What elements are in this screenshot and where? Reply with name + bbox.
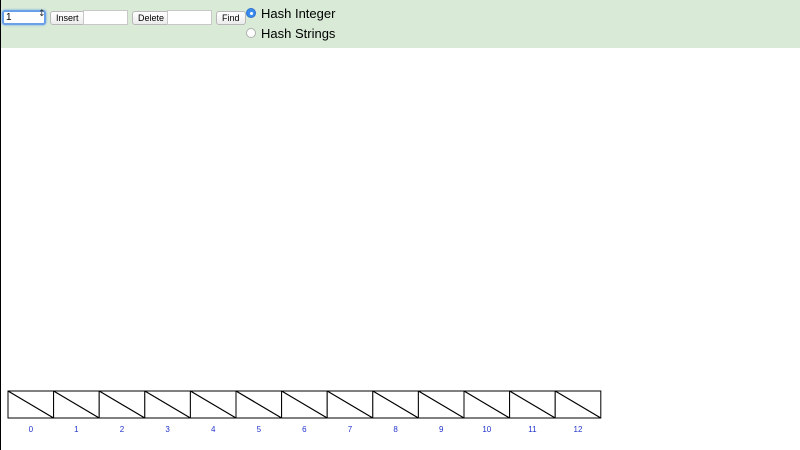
hash-slot-7: 7: [326, 390, 374, 434]
find-button[interactable]: Find: [216, 11, 246, 25]
hash-slot-2: 2: [98, 390, 146, 434]
control-toolbar: ↕ Insert Delete Find Hash Integer Hash S…: [1, 0, 800, 48]
null-pointer-slash: [463, 390, 510, 419]
find-value-input[interactable]: [167, 10, 212, 25]
null-pointer-slash: [7, 390, 54, 419]
hash-slot-0: 0: [7, 390, 55, 434]
null-pointer-slash: [554, 390, 602, 419]
null-pointer-slash: [326, 390, 374, 419]
hash-strings-option[interactable]: Hash Strings: [246, 24, 335, 42]
hash-strings-radio[interactable]: [246, 28, 256, 38]
insert-value-input[interactable]: [2, 10, 46, 25]
hash-slot-9: 9: [417, 390, 465, 434]
null-pointer-slash: [281, 390, 328, 419]
null-pointer-slash: [235, 390, 282, 419]
hash-slot-5: 5: [235, 390, 283, 434]
slot-index-label: 10: [482, 425, 491, 434]
null-pointer-slash: [372, 390, 419, 419]
slot-index-label: 4: [211, 425, 216, 434]
slot-index-label: 11: [528, 425, 537, 434]
slot-index-label: 6: [302, 425, 307, 434]
hash-slot-8: 8: [372, 390, 419, 434]
slot-index-label: 12: [574, 425, 583, 434]
slot-index-label: 8: [393, 425, 398, 434]
hash-table: 0 1 2 3 4 5 6 7 8 9 10 11 12: [7, 390, 602, 434]
null-pointer-slash: [98, 390, 146, 419]
slot-index-label: 7: [348, 425, 353, 434]
hash-slot-10: 10: [463, 390, 511, 434]
delete-value-input[interactable]: [83, 10, 128, 25]
delete-button[interactable]: Delete: [132, 11, 171, 25]
null-pointer-slash: [53, 390, 100, 419]
hash-slot-1: 1: [53, 390, 100, 434]
hash-slot-6: 6: [281, 390, 328, 434]
null-pointer-slash: [144, 390, 191, 419]
insert-button[interactable]: Insert: [50, 11, 85, 25]
hash-slot-12: 12: [554, 390, 602, 434]
slot-index-label: 9: [439, 425, 444, 434]
slot-index-label: 2: [120, 425, 125, 434]
hash-integer-option[interactable]: Hash Integer: [246, 4, 335, 22]
hash-strings-label: Hash Strings: [261, 25, 336, 41]
stepper-icon[interactable]: ↕: [38, 9, 46, 19]
slot-index-label: 0: [29, 425, 34, 434]
slot-index-label: 1: [74, 425, 79, 434]
slot-index-label: 3: [165, 425, 170, 434]
slot-index-label: 5: [257, 425, 262, 434]
hash-integer-radio[interactable]: [246, 8, 256, 18]
hash-slot-4: 4: [189, 390, 237, 434]
hash-slot-11: 11: [509, 390, 556, 434]
null-pointer-slash: [418, 390, 465, 419]
hash-integer-label: Hash Integer: [261, 5, 336, 21]
null-pointer-slash: [190, 390, 237, 419]
null-pointer-slash: [509, 390, 556, 419]
hash-slot-3: 3: [144, 390, 191, 434]
